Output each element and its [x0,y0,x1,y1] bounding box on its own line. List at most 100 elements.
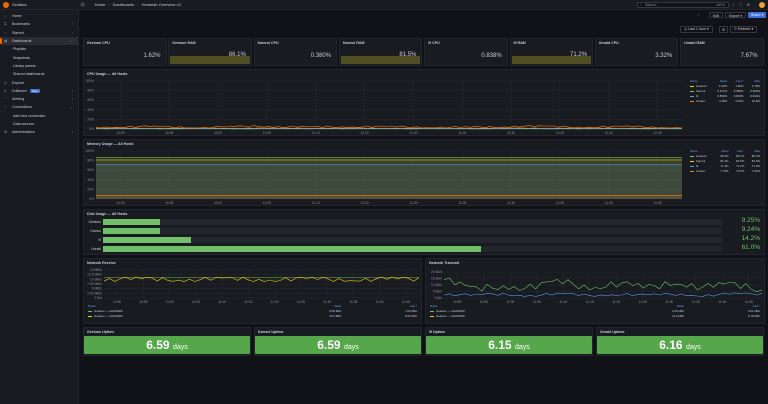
x-tick-label: 11:15 [361,131,369,135]
stat-value: 0.380% [310,53,332,59]
legend-header[interactable]: Name [430,304,438,308]
x-tick-label: 10:55 [139,300,147,304]
x-tick-label: 11:30 [323,300,331,304]
x-tick-label: 10:55 [480,300,488,304]
sidebar-item-bookmarks[interactable]: ⊏ Bookmarks › [0,20,78,28]
home-icon: ⌂ [4,14,7,19]
gear-icon: ⚙ [4,130,8,135]
search-input[interactable]: ⌕ Search... ctrl+k [637,2,729,8]
sidebar-item-add-new-connection[interactable]: Add new connection [0,112,78,120]
sidebar-item-home[interactable]: ⌂ Home [0,12,78,20]
legend-row[interactable]: Geekom — fwts20000 10.3 kB/s 8.00 kB/s [86,314,419,319]
breadcrumb-dashboards[interactable]: Dashboards [112,2,135,7]
help-icon[interactable]: ? [739,2,742,7]
refresh-button[interactable]: ↻ Refresh ▾ [730,26,758,33]
legend-header[interactable]: Mean [676,304,685,308]
sidebar-item-shared-dashboards[interactable]: Shared dashboards [0,70,78,78]
sidebar-item-label: Snapshots [13,55,30,60]
legend-max: 1.78% [751,84,760,88]
news-icon[interactable]: ⊕ [746,2,750,7]
legend-header[interactable]: Name [690,149,698,153]
sidebar-item-starred[interactable]: ☆ Starred › [0,29,78,37]
chevron-icon[interactable]: ⌄ [69,39,73,44]
sidebar-item-dashboards[interactable]: ▦ Dashboards ⌄ [0,36,78,46]
cpu-usage-chart[interactable]: 100% 80% 60% 40% 20% 0% 10:50 10:55 11:00 11:05 11… [84,77,684,137]
chevron-icon[interactable]: ⌄ [69,105,73,110]
chevron-icon[interactable]: › [71,97,73,102]
series-swatch [88,315,92,317]
edit-button[interactable]: Edit [709,12,724,18]
legend-mean: 7.73% [720,169,729,173]
legend-header[interactable]: Mean [334,304,342,308]
legend-header[interactable]: Last * [736,79,744,83]
memory-usage-chart[interactable]: 100% 80% 60% 40% 20% 0% 10:50 10:55 11:00 11:05 11… [84,147,684,207]
legend-row[interactable]: Geekom 86.0% 86.1% 86.2% [688,154,762,159]
time-range-label: Last 1 hour [688,27,707,31]
breadcrumb-home[interactable]: Home [94,2,106,7]
chevron-icon[interactable]: › [71,130,73,135]
legend-last: 0.833% [733,94,744,98]
series-area [96,157,682,199]
y-tick-label: 0 B/s [434,296,442,300]
sidebar-item-administration[interactable]: ⚙ Administration › [0,128,78,136]
share-button[interactable]: Share ▾ [748,12,767,18]
legend-header[interactable]: Name [690,79,698,83]
legend-header[interactable]: Mean [719,79,728,83]
network-receive-chart[interactable]: 15 MB/s12.5 MB/s10 MB/s7.50 MB/s5 MB/s2.… [84,266,421,304]
uptime-value-tile: 6.59 days [84,336,250,354]
legend-row[interactable]: Kamrui 81.4% 81.5% 81.5% [688,159,762,164]
sidebar-item-data-sources[interactable]: Data sources [0,120,78,128]
disk-bar-track [103,219,722,225]
sidebar-item-playlists[interactable]: Playlists [0,45,78,53]
grafana-logo-icon[interactable] [3,1,9,8]
chevron-icon[interactable]: › [71,30,73,35]
sidebar-item-drilldown[interactable]: ⚲ Drilldown New › [0,87,78,95]
sidebar-item-label: Alerting [12,97,25,102]
legend-row[interactable]: Geekom 1.60% 1.62% 1.78% [688,84,762,89]
sidebar-item-connections[interactable]: ⌁ Connections ⌄ [0,103,78,111]
sidebar-item-label: Library panels [13,63,36,68]
legend-header[interactable]: Name [88,304,96,308]
sidebar-item-snapshots[interactable]: Snapshots [0,53,78,61]
export-button[interactable]: Export ▾ [725,12,747,18]
legend-row[interactable]: Geekom — fwts20000 2.34 kB/s 3.01 kB/s [428,309,762,314]
stat-value: 1.62% [143,53,161,59]
star-icon[interactable]: ☆ [697,13,701,17]
legend-row[interactable]: Unraid 4.18% 3.32% 19.9% [688,99,762,104]
zoom-out-icon[interactable]: ⊖ [719,26,728,33]
legend-mean: 1.60% [719,84,728,88]
legend-header[interactable]: Last * [752,304,760,308]
uptime-value: 6.16 [659,338,683,352]
legend-row[interactable]: i9 71.2% 71.2% 71.3% [688,164,762,169]
dock-menu-icon[interactable]: ⊟ [80,1,85,8]
share-label: Share [751,13,761,17]
chevron-icon[interactable]: › [71,88,73,93]
legend-row[interactable]: i9 0.852% 0.833% 0.944% [688,94,762,99]
time-range-picker[interactable]: ◷ Last 1 hour ▾ [680,26,713,33]
panel-title: Unraid RAM [684,41,705,45]
legend-row[interactable]: Geekom — fwts20000 9.60 kB/s 7.64 kB/s [86,309,419,314]
chevron-icon[interactable]: › [71,22,73,27]
avatar[interactable] [759,2,765,8]
legend-header[interactable]: Last * [409,304,417,308]
legend-header[interactable]: Mean [721,149,729,153]
x-tick-label: 10:50 [116,131,124,135]
panel-title: CPU Usage — All Hosts [87,72,128,76]
sidebar-item-library-panels[interactable]: Library panels [0,62,78,70]
series-name: Unraid [696,99,705,103]
stat-panel-geekom-cpu: Geekom CPU 1.62% [83,38,167,66]
panel-title: i9 RAM [513,41,526,45]
legend-header[interactable]: Max [754,149,760,153]
legend-row[interactable]: Geekom — fwts20000 14.0 kB/s 6.78 kB/s [428,314,762,319]
panel-title: Geekom RAM [172,41,196,45]
legend-row[interactable]: Unraid 7.73% 7.67% 7.84% [688,169,762,174]
legend-header[interactable]: Last * [736,149,745,153]
sidebar-item-alerting[interactable]: ◔ Alerting › [0,95,78,103]
add-icon[interactable]: + [732,2,735,7]
network-transmit-chart[interactable]: 20 kB/s 15 kB/s 10 kB/s 5 kB/s 0 B/s 10:50 10:… [426,266,764,304]
sidebar-item-explore[interactable]: ◎ Explore [0,78,78,86]
legend-row[interactable]: Kamrui 0.371% 0.380% 0.393% [688,89,762,94]
legend-table: Name Mean Last * Geekom — fwts20000 9.60 kB/… [86,304,419,319]
legend-header[interactable]: Max [754,79,760,83]
series-swatch [690,165,694,167]
